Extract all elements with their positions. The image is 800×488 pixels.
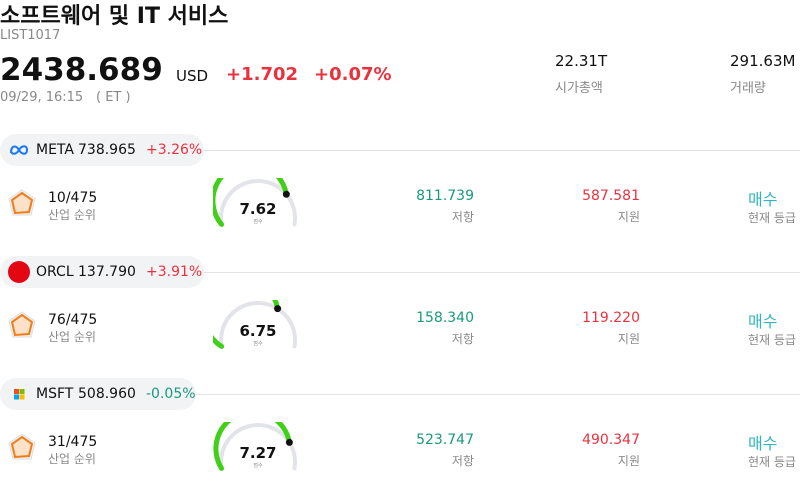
volume-label: 거래량 <box>730 81 766 96</box>
rank-icon <box>8 311 36 338</box>
support: 587.581 <box>582 188 640 204</box>
rating: 매수 <box>748 434 778 453</box>
rank: 31/475 <box>48 434 98 450</box>
rank-icon <box>8 433 36 460</box>
divider <box>204 272 800 273</box>
score-gauge <box>213 178 297 227</box>
stock-price: 137.790 <box>78 264 136 280</box>
score: 7.27 <box>239 444 277 462</box>
rating-label: 현재 등급 <box>748 211 796 225</box>
rank: 10/475 <box>48 190 98 206</box>
score-label: 점수 <box>253 463 263 469</box>
divider <box>204 150 800 151</box>
oracle-logo <box>8 261 30 283</box>
rank: 76/475 <box>48 312 98 328</box>
ms-logo-square <box>14 389 19 394</box>
rank-label: 산업 순위 <box>48 330 96 344</box>
logo <box>10 145 29 155</box>
rank-icon-fg <box>10 435 34 459</box>
gauge-track <box>219 423 297 471</box>
logo <box>14 389 25 400</box>
ticker: ORCL <box>36 264 74 280</box>
score: 6.75 <box>239 322 277 340</box>
logo <box>8 261 30 283</box>
gauge-dot <box>282 190 290 198</box>
score: 7.62 <box>239 200 277 218</box>
stock-pill[interactable] <box>0 256 204 288</box>
resistance-label: 저항 <box>451 210 474 224</box>
gauge-track <box>219 179 297 227</box>
change: +1.702 <box>226 64 299 85</box>
ticker: META <box>36 142 74 158</box>
rank-label: 산업 순위 <box>48 452 96 466</box>
gauge-dot <box>274 305 282 313</box>
gauge-dot <box>285 438 293 446</box>
resistance: 158.340 <box>416 310 474 326</box>
score-label: 점수 <box>253 341 263 347</box>
rank-icon-fg <box>10 313 34 337</box>
rating: 매수 <box>748 190 778 209</box>
market-cap-label: 시가총액 <box>555 81 603 96</box>
stock-pill[interactable] <box>0 378 196 410</box>
score-gauge <box>213 422 297 471</box>
timezone: ( ET ) <box>96 90 131 105</box>
rating-label: 현재 등급 <box>748 455 796 469</box>
support: 490.347 <box>582 432 640 448</box>
score-gauge <box>213 300 297 349</box>
support-label: 지원 <box>617 332 640 346</box>
divider <box>196 394 800 395</box>
ticker: MSFT <box>36 386 74 402</box>
ms-logo-square <box>19 389 25 394</box>
gauge-fill <box>213 178 289 227</box>
stock-change: +3.91% <box>146 264 203 280</box>
market-cap: 22.31T <box>555 52 608 70</box>
rating-label: 현재 등급 <box>748 333 796 347</box>
stock-pill[interactable] <box>0 134 204 166</box>
meta-logo <box>10 145 29 155</box>
volume: 291.63M <box>730 52 796 70</box>
resistance: 811.739 <box>416 188 474 204</box>
support-label: 지원 <box>617 454 640 468</box>
support-label: 지원 <box>617 210 640 224</box>
support: 119.220 <box>582 310 640 326</box>
rank-label: 산업 순위 <box>48 208 96 222</box>
rank-icon-fg <box>10 191 34 215</box>
change-pct: +0.07% <box>314 64 392 85</box>
ms-logo-square <box>19 394 25 400</box>
resistance: 523.747 <box>416 432 474 448</box>
rank-icon <box>8 189 36 216</box>
gauge-fill <box>213 422 292 471</box>
gauge-track <box>219 301 297 349</box>
title: 소프트웨어 및 IT 서비스 <box>0 4 229 29</box>
time: 09/29, 16:15 <box>0 90 84 105</box>
stock-change: +3.26% <box>146 142 203 158</box>
price: 2438.689 <box>0 52 163 88</box>
resistance-label: 저항 <box>451 454 474 468</box>
rating: 매수 <box>748 312 778 331</box>
code: LIST1017 <box>0 28 61 43</box>
stock-price: 738.965 <box>78 142 136 158</box>
stock-price: 508.960 <box>78 386 136 402</box>
resistance-label: 저항 <box>451 332 474 346</box>
ms-logo-square <box>14 394 19 400</box>
currency: USD <box>176 67 209 85</box>
stock-change: -0.05% <box>146 386 196 402</box>
score-label: 점수 <box>253 219 263 225</box>
